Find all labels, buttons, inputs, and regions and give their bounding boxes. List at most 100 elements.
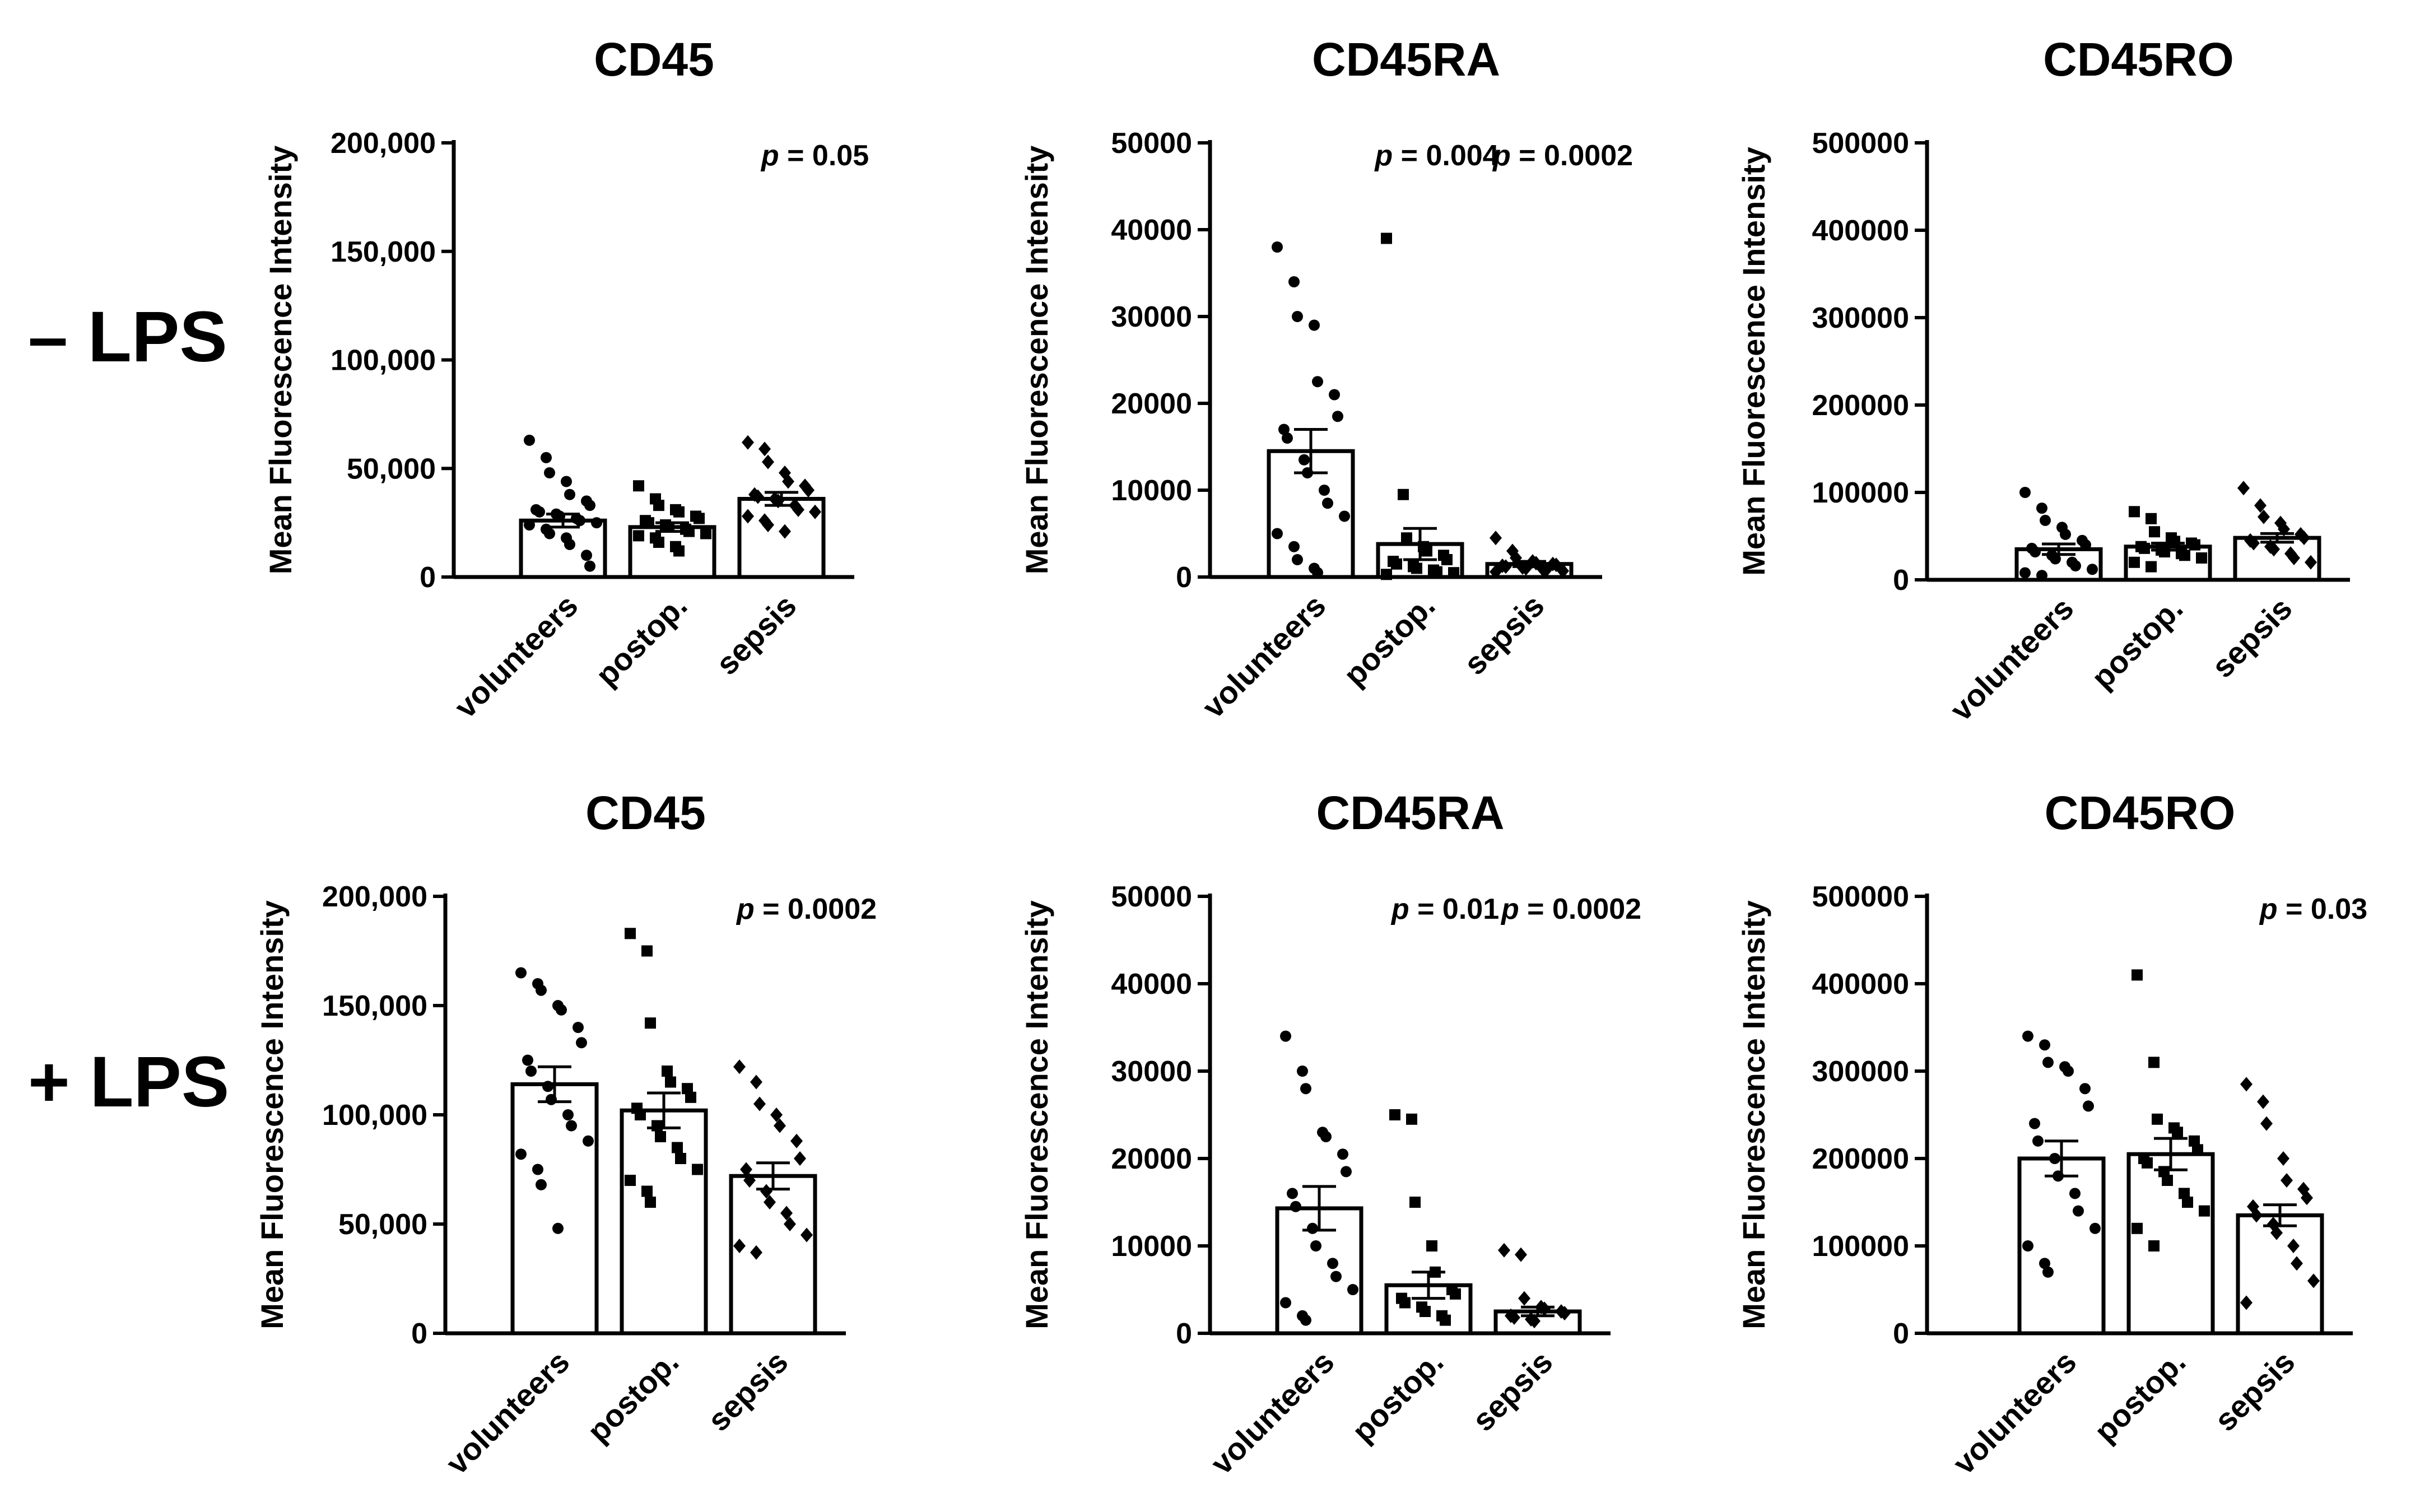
data-point (522, 1054, 533, 1066)
data-point (1498, 1243, 1510, 1258)
data-point (770, 1108, 783, 1122)
data-point (1292, 311, 1303, 322)
data-point (544, 467, 555, 478)
data-point (1332, 411, 1343, 422)
data-point (1288, 541, 1300, 552)
x-category-label: postop. (580, 1344, 686, 1449)
data-point (774, 1118, 786, 1133)
data-point (534, 506, 545, 518)
y-tick-label: 200000 (1812, 1143, 1909, 1175)
data-point (2069, 1188, 2081, 1199)
data-point (764, 1195, 776, 1209)
bar-volunteers (510, 1082, 599, 1336)
y-tick-label: 50000 (1111, 881, 1192, 913)
y-tick-label: 200,000 (322, 881, 427, 913)
data-point (1272, 528, 1283, 539)
data-point (1322, 497, 1333, 509)
data-point (2039, 1039, 2050, 1051)
data-point (1399, 1297, 1411, 1309)
data-point (2240, 1077, 2253, 1092)
p-value-text: = 0.05 (779, 139, 869, 172)
data-point (2182, 1197, 2193, 1208)
panel-title: CD45RA (1316, 787, 1504, 839)
y-tick-label: 50,000 (347, 453, 436, 485)
chart-panel-cd45ro-minus-lps: CD45RO Mean Fluorescence Intensity 0 100000… (1736, 33, 2350, 728)
data-point (779, 524, 791, 539)
data-point (1347, 1284, 1358, 1295)
data-point (2036, 503, 2047, 514)
data-point (1288, 276, 1300, 287)
p-value-annotation: p = 0.05 (760, 139, 869, 172)
data-point (2146, 561, 2157, 573)
data-point (2029, 1118, 2040, 1129)
data-point (802, 483, 815, 497)
data-point (2050, 553, 2061, 565)
data-point (790, 1133, 803, 1148)
data-point (2179, 1188, 2190, 1199)
data-point (2196, 552, 2207, 564)
data-point (1327, 1258, 1338, 1269)
y-tick-label: 50000 (1111, 127, 1192, 160)
data-point (2022, 1240, 2033, 1252)
y-axis-label: Mean Fluorescence Intensity (1019, 146, 1054, 575)
data-point (2042, 1266, 2054, 1278)
y-tick-label: 400000 (1812, 215, 1909, 247)
data-point (1558, 1306, 1571, 1321)
data-point (2060, 528, 2071, 540)
data-point (645, 1017, 656, 1029)
y-tick-label: 0 (1893, 564, 1909, 597)
data-point (753, 1096, 766, 1111)
data-point (1309, 319, 1320, 331)
chart-panel-cd45-minus-lps: CD45 Mean Fluorescence Intensity 0 50,000 10… (263, 33, 869, 725)
data-point (673, 545, 685, 557)
p-symbol: p (1500, 893, 1519, 925)
data-point (625, 1175, 636, 1186)
data-point (2199, 1205, 2210, 1217)
data-point (2022, 1030, 2033, 1042)
data-point (1450, 1288, 1461, 1300)
chart-panel-cd45ro-plus-lps: CD45RO Mean Fluorescence Intensity 0 100000… (1736, 787, 2367, 1481)
data-point (2083, 1100, 2094, 1112)
data-point (2192, 1144, 2203, 1156)
y-tick-label: 100000 (1812, 1230, 1909, 1263)
data-point (2159, 546, 2170, 558)
p-value-annotation: p = 0.004 (1374, 139, 1498, 172)
data-point (564, 489, 575, 500)
data-point (581, 550, 592, 561)
data-point (633, 530, 644, 542)
data-point (772, 494, 784, 509)
data-point (685, 1091, 696, 1103)
data-point (1421, 545, 1432, 557)
data-point (2139, 542, 2150, 554)
y-tick-label: 200,000 (331, 127, 436, 160)
data-point (692, 1164, 703, 1175)
data-point (801, 1227, 813, 1243)
y-tick-label: 150,000 (331, 236, 436, 268)
data-point (700, 528, 711, 539)
x-category-label: sepsis (1457, 588, 1551, 682)
data-point (576, 1037, 587, 1049)
data-point (1287, 1188, 1298, 1199)
data-point (1312, 567, 1323, 579)
y-tick-label: 0 (1176, 561, 1192, 594)
data-point (564, 538, 575, 550)
y-tick-label: 500000 (1812, 881, 1909, 913)
y-tick-label: 100,000 (331, 345, 436, 377)
data-point (2254, 498, 2267, 513)
data-point (1448, 567, 1459, 579)
data-point (2042, 1057, 2054, 1068)
data-point (2080, 539, 2091, 551)
x-category-label: postop. (2087, 1344, 2193, 1449)
p-symbol: p (736, 893, 755, 925)
data-point (2032, 1135, 2044, 1147)
data-point (1300, 1083, 1311, 1095)
y-tick-label: 200000 (1812, 389, 1909, 422)
p-value-text: = 0.01 (1409, 893, 1499, 925)
data-point (1441, 554, 1453, 565)
data-point (562, 1109, 574, 1120)
data-point (1528, 1314, 1541, 1329)
data-point (662, 1066, 673, 1077)
x-category-label: postop. (589, 588, 694, 693)
data-point (1302, 467, 1313, 478)
data-point (762, 518, 774, 532)
